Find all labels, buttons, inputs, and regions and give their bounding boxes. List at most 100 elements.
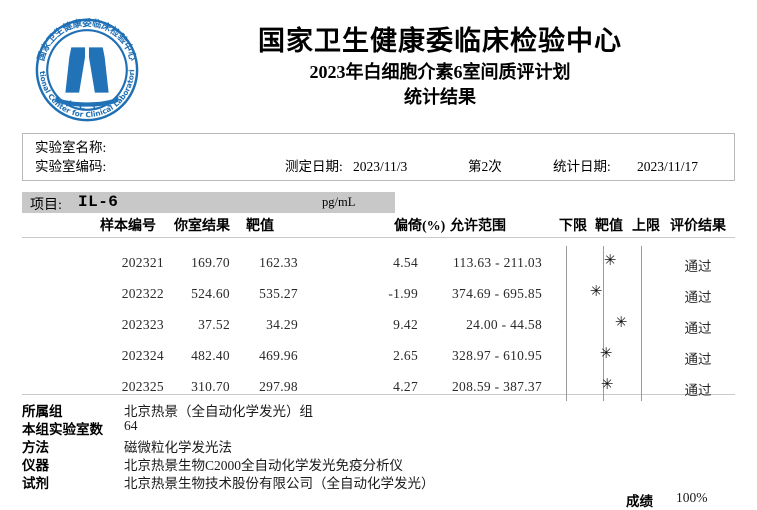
svg-text:N: N bbox=[65, 99, 72, 108]
footer-row: 方法 磁微粒化学发光法 bbox=[22, 436, 735, 455]
project-name: IL-6 bbox=[78, 193, 119, 211]
cell-evaluation: 通过 bbox=[684, 383, 712, 398]
gridline-high bbox=[641, 246, 642, 277]
result-marker-icon: ✳ bbox=[589, 282, 603, 300]
svg-text:L: L bbox=[107, 99, 112, 108]
table-row: 202325 310.70 297.98 4.27 208.59 - 387.37 ✳ 通过 bbox=[22, 370, 735, 401]
gridline-target bbox=[603, 370, 604, 401]
cell-bias: 4.27 bbox=[393, 379, 418, 394]
cell-evaluation: 通过 bbox=[684, 352, 712, 367]
gridline-high bbox=[641, 277, 642, 308]
cell-your-result: 37.52 bbox=[198, 317, 230, 332]
column-header-range: 允许范围 bbox=[450, 219, 506, 234]
svg-text:国家卫生健康委临床检验中心: 国家卫生健康委临床检验中心 bbox=[36, 17, 139, 63]
result-marker-icon: ✳ bbox=[600, 375, 614, 393]
lab-info-box: 实验室名称: 实验室编码: 测定日期: 2023/11/3 第2次 统计日期: … bbox=[22, 133, 735, 181]
cell-target: 297.98 bbox=[259, 379, 298, 394]
stat-date-value: 2023/11/17 bbox=[637, 159, 699, 174]
cell-allowed-range: 374.69 - 695.85 bbox=[452, 286, 542, 301]
cell-your-result: 482.40 bbox=[191, 348, 230, 363]
gridline-low bbox=[566, 370, 567, 401]
cell-evaluation: 通过 bbox=[684, 290, 712, 305]
table-row: 202324 482.40 469.96 2.65 328.97 - 610.95 ✳ 通过 bbox=[22, 339, 735, 370]
footer-value: 北京热景生物技术股份有限公司（全自动化学发光） bbox=[124, 476, 435, 491]
bias-chart-cell: ✳ bbox=[546, 277, 654, 308]
column-header-bias: 偏倚(%) bbox=[394, 219, 446, 234]
report-header: 国家卫生健康委临床检验中心 National Center for Clinic… bbox=[0, 0, 757, 130]
cell-target: 535.27 bbox=[259, 286, 298, 301]
result-marker-icon: ✳ bbox=[603, 251, 617, 269]
gridline-target bbox=[603, 277, 604, 308]
column-header-your-result: 你室结果 bbox=[174, 219, 230, 234]
cell-sample-id: 202321 bbox=[121, 255, 164, 270]
cell-allowed-range: 208.59 - 387.37 bbox=[452, 379, 542, 394]
gridline-low bbox=[566, 246, 567, 277]
results-table: 样本编号 你室结果 靶值 偏倚(%) 允许范围 下限 靶值 上限 评价结果 20… bbox=[22, 215, 735, 401]
table-row: 202323 37.52 34.29 9.42 24.00 - 44.58 ✳ 通过 bbox=[22, 308, 735, 339]
gridline-low bbox=[566, 308, 567, 339]
column-header-target: 靶值 bbox=[246, 219, 274, 234]
footer-row: 所属组 北京热景（全自动化学发光）组 bbox=[22, 400, 735, 419]
lab-code-label: 实验室编码: bbox=[35, 159, 107, 174]
gridline-target bbox=[603, 246, 604, 277]
gridline-high bbox=[641, 339, 642, 370]
column-header-evaluation: 评价结果 bbox=[670, 219, 726, 234]
footer-label: 试剂 bbox=[22, 476, 49, 491]
column-header-high: 上限 bbox=[632, 219, 660, 234]
footer-value: 北京热景生物C2000全自动化学发光免疫分析仪 bbox=[124, 458, 404, 473]
page-title: 国家卫生健康委临床检验中心 bbox=[258, 26, 622, 56]
footer-value: 磁微粒化学发光法 bbox=[124, 440, 232, 455]
score-row: 成绩 100% bbox=[22, 490, 735, 509]
project-bar: 项目: IL-6 pg/mL bbox=[22, 192, 395, 213]
bias-chart-cell: ✳ bbox=[546, 339, 654, 370]
result-marker-icon: ✳ bbox=[614, 313, 628, 331]
cell-target: 469.96 bbox=[259, 348, 298, 363]
bias-chart-cell: ✳ bbox=[546, 246, 654, 277]
cell-bias: 9.42 bbox=[393, 317, 418, 332]
report-subtitle: 统计结果 bbox=[404, 87, 476, 107]
test-date-value: 2023/11/3 bbox=[353, 159, 408, 174]
score-label: 成绩 bbox=[626, 494, 653, 509]
cell-evaluation: 通过 bbox=[684, 259, 712, 274]
footer-label: 本组实验室数 bbox=[22, 422, 103, 437]
table-row: 202321 169.70 162.33 4.54 113.63 - 211.03 ✳ 通过 bbox=[22, 246, 735, 277]
table-bottom-divider bbox=[22, 394, 735, 395]
title-block: 国家卫生健康委临床检验中心 2023年白细胞介素6室间质评计划 统计结果 bbox=[160, 24, 720, 109]
bias-chart-cell: ✳ bbox=[546, 370, 654, 401]
cell-your-result: 169.70 bbox=[191, 255, 230, 270]
gridline-low bbox=[566, 277, 567, 308]
cell-sample-id: 202323 bbox=[121, 317, 164, 332]
footer-row: 本组实验室数 64 bbox=[22, 418, 735, 437]
svg-text:C: C bbox=[93, 102, 99, 111]
footer-label: 方法 bbox=[22, 440, 49, 455]
table-row: 202322 524.60 535.27 -1.99 374.69 - 695.85 ✳ 通… bbox=[22, 277, 735, 308]
result-marker-icon: ✳ bbox=[599, 344, 613, 362]
footer-label: 仪器 bbox=[22, 458, 49, 473]
test-date-label: 测定日期: bbox=[285, 159, 343, 174]
footer-row: 仪器 北京热景生物C2000全自动化学发光免疫分析仪 bbox=[22, 454, 735, 473]
cell-your-result: 524.60 bbox=[191, 286, 230, 301]
cell-target: 34.29 bbox=[266, 317, 298, 332]
score-value: 100% bbox=[676, 490, 708, 505]
table-header-divider bbox=[22, 237, 735, 238]
gridline-high bbox=[641, 370, 642, 401]
column-header-low: 下限 bbox=[559, 219, 587, 234]
column-header-sample: 样本编号 bbox=[100, 219, 156, 234]
cell-evaluation: 通过 bbox=[684, 321, 712, 336]
cell-target: 162.33 bbox=[259, 255, 298, 270]
cell-allowed-range: 24.00 - 44.58 bbox=[466, 317, 542, 332]
footer-value: 64 bbox=[124, 418, 138, 433]
gridline-target bbox=[603, 339, 604, 370]
footer-row: 试剂 北京热景生物技术股份有限公司（全自动化学发光） bbox=[22, 472, 735, 491]
svg-text:C: C bbox=[79, 102, 85, 111]
cell-sample-id: 202325 bbox=[121, 379, 164, 394]
cell-bias: -1.99 bbox=[388, 286, 418, 301]
stat-date-label: 统计日期: bbox=[553, 159, 611, 174]
cell-sample-id: 202322 bbox=[121, 286, 164, 301]
cell-sample-id: 202324 bbox=[121, 348, 164, 363]
footer-label: 所属组 bbox=[22, 404, 63, 419]
gridline-target bbox=[603, 308, 604, 339]
gridline-low bbox=[566, 339, 567, 370]
plan-title: 2023年白细胞介素6室间质评计划 bbox=[309, 62, 571, 82]
cell-bias: 2.65 bbox=[393, 348, 418, 363]
